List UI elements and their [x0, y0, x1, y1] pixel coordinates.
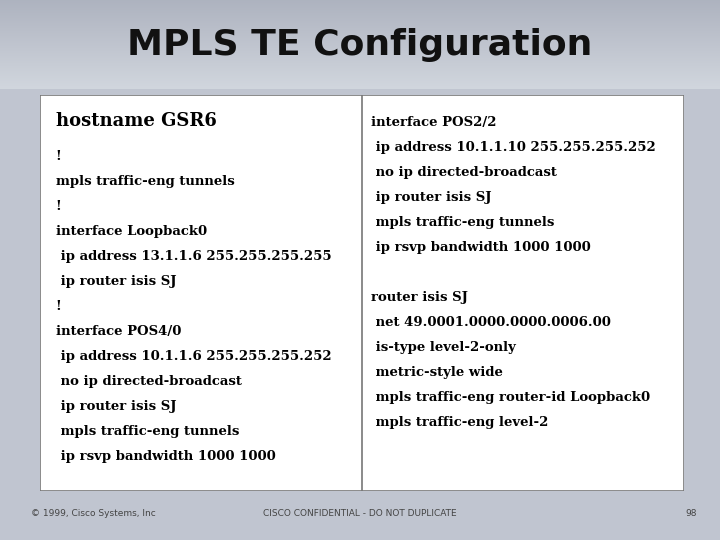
Text: hostname GSR6: hostname GSR6: [55, 112, 217, 130]
Text: ip address 13.1.1.6 255.255.255.255: ip address 13.1.1.6 255.255.255.255: [55, 250, 331, 263]
Text: !: !: [55, 200, 61, 213]
Text: mpls traffic-eng tunnels: mpls traffic-eng tunnels: [55, 425, 239, 438]
Text: no ip directed-broadcast: no ip directed-broadcast: [372, 166, 557, 179]
Text: ip address 10.1.1.10 255.255.255.252: ip address 10.1.1.10 255.255.255.252: [372, 141, 656, 154]
Text: interface Loopback0: interface Loopback0: [55, 225, 207, 238]
Text: CISCO CONFIDENTIAL - DO NOT DUPLICATE: CISCO CONFIDENTIAL - DO NOT DUPLICATE: [264, 509, 456, 518]
Text: router isis SJ: router isis SJ: [372, 292, 468, 305]
Text: interface POS2/2: interface POS2/2: [372, 116, 497, 129]
Text: mpls traffic-eng tunnels: mpls traffic-eng tunnels: [55, 175, 235, 188]
Text: mpls traffic-eng tunnels: mpls traffic-eng tunnels: [372, 217, 555, 230]
Text: © 1999, Cisco Systems, Inc: © 1999, Cisco Systems, Inc: [31, 509, 156, 518]
Text: ip router isis SJ: ip router isis SJ: [372, 191, 492, 204]
Text: 98: 98: [685, 509, 697, 518]
Text: mpls traffic-eng router-id Loopback0: mpls traffic-eng router-id Loopback0: [372, 392, 651, 404]
Text: ip router isis SJ: ip router isis SJ: [55, 400, 176, 413]
Text: mpls traffic-eng level-2: mpls traffic-eng level-2: [372, 416, 549, 429]
Text: net 49.0001.0000.0000.0006.00: net 49.0001.0000.0000.0006.00: [372, 316, 611, 329]
Text: ip rsvp bandwidth 1000 1000: ip rsvp bandwidth 1000 1000: [55, 450, 276, 463]
Text: metric-style wide: metric-style wide: [372, 366, 503, 380]
Text: ip router isis SJ: ip router isis SJ: [55, 275, 176, 288]
Text: !: !: [55, 300, 61, 313]
Text: !: !: [55, 150, 61, 163]
Text: interface POS4/0: interface POS4/0: [55, 325, 181, 338]
Text: MPLS TE Configuration: MPLS TE Configuration: [127, 28, 593, 62]
FancyBboxPatch shape: [40, 94, 684, 491]
Text: is-type level-2-only: is-type level-2-only: [372, 341, 516, 354]
Text: no ip directed-broadcast: no ip directed-broadcast: [55, 375, 242, 388]
Text: ip address 10.1.1.6 255.255.255.252: ip address 10.1.1.6 255.255.255.252: [55, 350, 331, 363]
Text: ip rsvp bandwidth 1000 1000: ip rsvp bandwidth 1000 1000: [372, 241, 591, 254]
